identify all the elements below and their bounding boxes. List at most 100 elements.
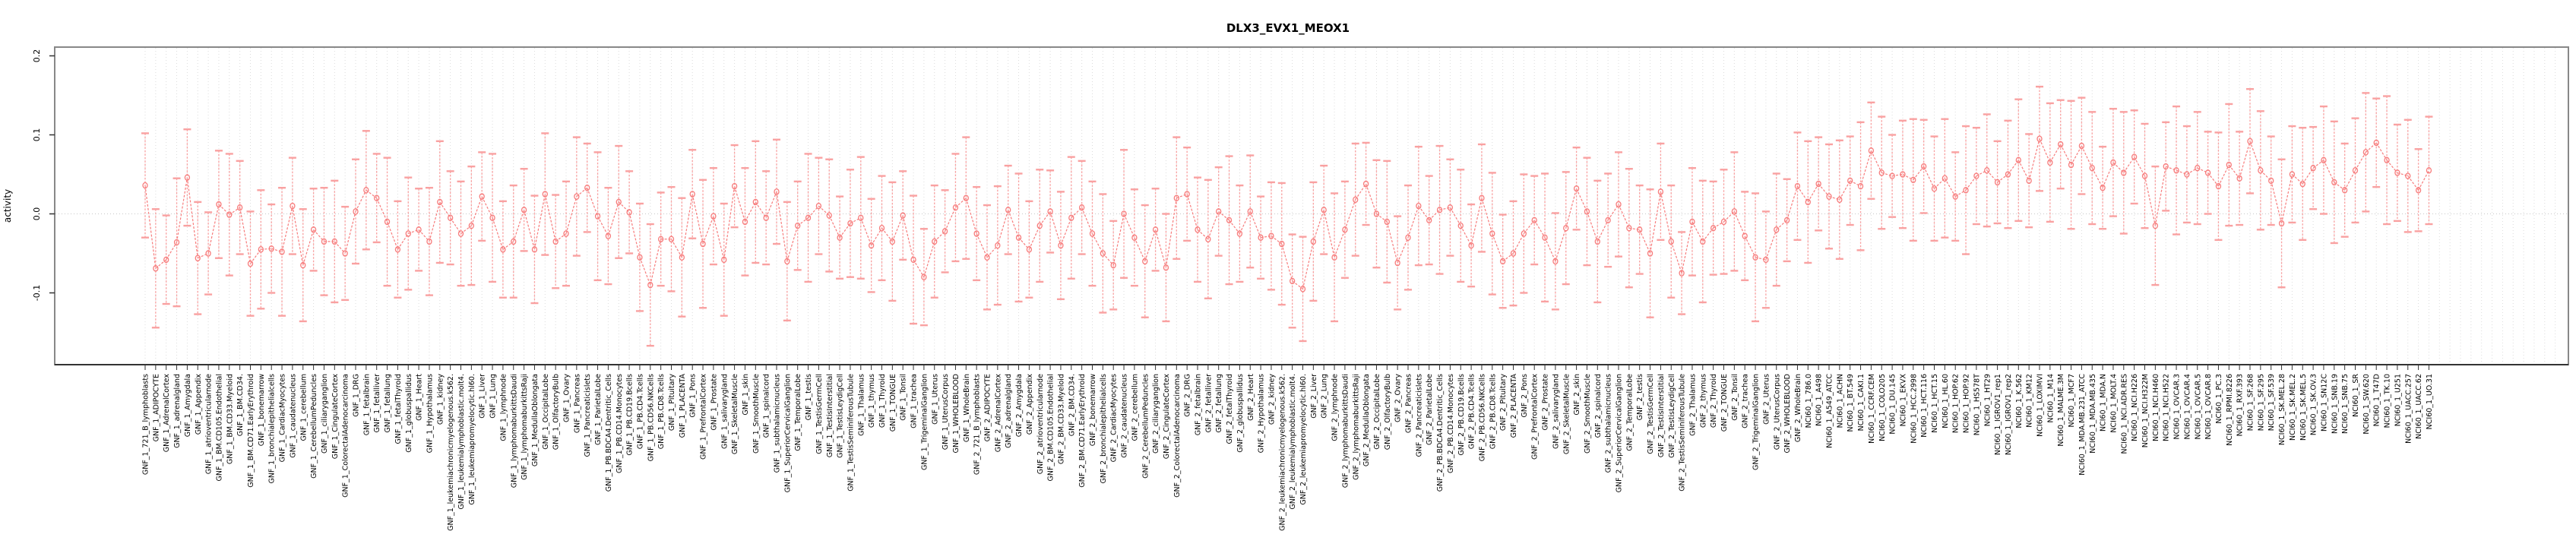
data-point-marker xyxy=(742,218,748,226)
x-tick-label: GNF_1_721_B_lymphoblasts xyxy=(142,374,150,475)
data-point-marker xyxy=(1026,246,1033,253)
data-point-marker xyxy=(563,230,569,237)
data-point-marker xyxy=(1521,230,1527,237)
x-tick-label: GNF_2_bonemarrow xyxy=(1089,374,1097,447)
data-point-marker xyxy=(889,238,895,245)
x-tick-label: NCI60_1_HOP.92 xyxy=(1963,374,1971,433)
data-point-marker xyxy=(932,238,938,245)
x-tick-label: NCI60_1_UO.31 xyxy=(2426,374,2434,429)
x-tick-label: NCI60_1_RXF.393 xyxy=(2236,374,2245,436)
data-point-marker xyxy=(1131,234,1138,241)
y-tick-label: 0.1 xyxy=(32,128,42,142)
x-tick-label: GNF_2_TrigeminalGanglion xyxy=(1752,374,1761,470)
series-segment xyxy=(1344,199,1356,230)
x-tick-label: GNF_2_testis xyxy=(1636,374,1644,420)
data-point-marker xyxy=(500,246,506,253)
series-segment xyxy=(250,248,261,264)
data-point-marker xyxy=(1605,217,1611,224)
series-segment xyxy=(1144,229,1157,262)
series-segment xyxy=(533,194,546,250)
data-point-marker xyxy=(1763,256,1769,264)
y-tick-label: -0.1 xyxy=(32,285,42,301)
x-tick-label: GNF_2_globuspallidus xyxy=(1236,374,1245,453)
series-segment xyxy=(597,216,609,236)
x-tick-label: GNF_1_PB.CD8.Tcells xyxy=(657,374,666,449)
data-point-marker xyxy=(700,240,706,248)
series-segment xyxy=(1386,221,1398,264)
series-segment xyxy=(2249,141,2261,171)
data-point-marker xyxy=(1973,172,1979,179)
x-tick-label: GNF_2_subthalamicnucleus xyxy=(1605,374,1613,473)
data-point-marker xyxy=(1626,224,1632,232)
series-segment xyxy=(723,186,736,260)
series-segment xyxy=(1407,205,1419,238)
data-point-marker xyxy=(878,224,885,232)
x-tick-label: GNF_2_SkeletalMuscle xyxy=(1562,374,1571,454)
x-tick-label: GNF_2_lymphomaburkittsRaji xyxy=(1352,374,1360,480)
series-segment xyxy=(1312,210,1324,242)
data-point-marker xyxy=(1089,230,1096,237)
data-point-marker xyxy=(1468,242,1474,249)
gridlines xyxy=(55,48,2568,364)
series-segment xyxy=(2028,138,2040,181)
x-tick-label: NCI60_1_M14 xyxy=(2046,374,2055,422)
x-tick-label: GNF_2_PB.CD14.Monocytes xyxy=(1447,374,1455,473)
x-tick-label: GNF_1_bonemarrow xyxy=(258,374,266,447)
series-segment xyxy=(2060,144,2072,166)
x-tick-label: NCI60_1_EKVX xyxy=(1899,374,1907,427)
data-point-marker xyxy=(1173,194,1179,201)
data-point-marker xyxy=(2121,169,2127,176)
x-tick-label: GNF_2_721_B_lymphoblasts xyxy=(973,374,982,475)
series-segment xyxy=(2007,160,2019,175)
series-segment xyxy=(1481,198,1493,234)
series-segment xyxy=(1913,166,1925,181)
data-point-marker xyxy=(1290,277,1296,285)
data-point-marker xyxy=(353,208,359,215)
series-segment xyxy=(786,225,799,262)
x-tick-label: NCI60_1_HT29 xyxy=(1983,374,1992,426)
series-segment xyxy=(2418,170,2429,191)
x-tick-label: GNF_1_Pons xyxy=(689,374,698,418)
data-point-marker xyxy=(1331,254,1337,261)
data-point-marker xyxy=(869,242,875,249)
series-segment xyxy=(839,223,851,239)
data-point-marker xyxy=(226,211,233,218)
x-tick-label: NCI60_1_UACC.257 xyxy=(2404,374,2413,444)
data-point-marker xyxy=(1247,208,1253,215)
data-point-marker xyxy=(1047,208,1053,215)
data-point-marker xyxy=(795,222,801,229)
series-segment xyxy=(1565,188,1578,229)
x-tick-label: GNF_1_BM.CD71.EarlyErythroid xyxy=(247,374,255,488)
data-point-marker xyxy=(668,236,675,243)
data-point-marker xyxy=(1868,147,1875,154)
series-segment xyxy=(166,242,178,261)
data-point-marker xyxy=(1710,224,1717,232)
series-segment xyxy=(261,248,272,250)
x-tick-label: GNF_1_lymphnode xyxy=(499,374,508,441)
data-point-marker xyxy=(2289,171,2296,178)
x-tick-label: NCI60_1_SF.295 xyxy=(2257,374,2265,431)
data-point-marker xyxy=(2163,163,2169,170)
data-point-marker xyxy=(1299,286,1306,292)
x-tick-label: GNF_1_lymphomaburkittsDaudi xyxy=(510,374,518,488)
data-point-marker xyxy=(1941,175,1948,182)
x-tick-label: GNF_1_fetallung xyxy=(384,374,392,433)
series-segment xyxy=(481,196,493,218)
data-point-marker xyxy=(2341,187,2348,194)
series-segment xyxy=(1828,196,1840,201)
data-point-marker xyxy=(268,245,274,252)
series-segment xyxy=(460,225,472,234)
x-tick-label: NCI60_1_SN12C xyxy=(2320,374,2328,432)
series-segment xyxy=(1639,229,1651,254)
series-segment xyxy=(765,191,777,218)
data-point-marker xyxy=(1963,187,1969,194)
x-tick-label: NCI60_1_RPMI.8226 xyxy=(2226,374,2234,446)
data-point-marker xyxy=(626,209,632,216)
data-point-marker xyxy=(489,214,495,221)
data-point-marker xyxy=(1436,207,1443,213)
series-segment xyxy=(1923,166,1935,189)
x-tick-label: GNF_1_OccipitalLobe xyxy=(542,374,550,450)
x-tick-label: GNF_2_WHOLEBLOOD xyxy=(1783,374,1792,454)
data-point-marker xyxy=(1531,217,1537,224)
data-point-marker xyxy=(405,230,411,237)
